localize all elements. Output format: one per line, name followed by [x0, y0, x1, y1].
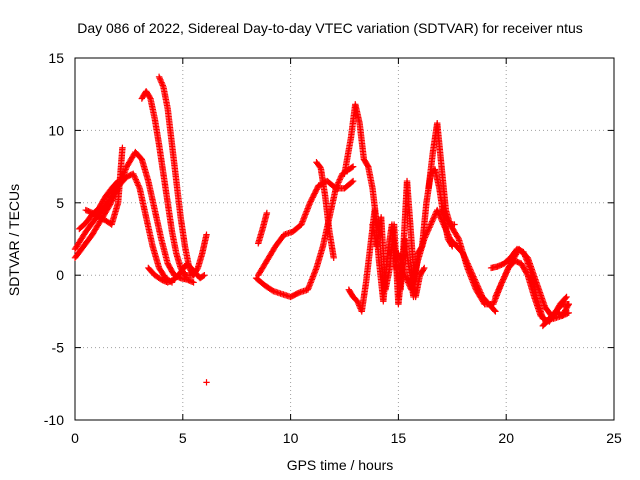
y-tick-labels: 15 10 5 0 -5 -10: [44, 50, 64, 428]
data-point: [336, 176, 343, 183]
y-tick-label: -5: [52, 340, 65, 356]
series-track-11: [313, 159, 337, 262]
data-point: [130, 172, 138, 179]
data-point: [348, 164, 356, 171]
y-tick-label: -10: [44, 412, 64, 428]
data-point: [158, 79, 165, 86]
data-point: [135, 182, 142, 189]
data-point: [133, 177, 140, 185]
data-point: [330, 254, 337, 262]
y-axis-label: SDTVAR / TECUs: [6, 184, 22, 296]
series-track-10: [255, 177, 357, 279]
x-tick-label: 25: [606, 430, 622, 446]
series-track-12: [341, 101, 381, 228]
series-track-9: [252, 163, 357, 301]
data-point: [159, 82, 166, 89]
series-track-4: [76, 177, 122, 233]
data-point: [114, 177, 122, 185]
y-tick-label: 5: [56, 195, 64, 211]
data-point: [158, 80, 166, 88]
x-axis-label: GPS time / hours: [287, 457, 394, 473]
data-point: [131, 174, 139, 182]
data-point: [354, 298, 361, 305]
data-point: [203, 379, 210, 386]
data-point: [132, 176, 139, 183]
data-point: [130, 170, 137, 178]
data-point: [134, 180, 141, 188]
data-point: [157, 76, 164, 83]
data-point: [156, 75, 163, 82]
data-point: [364, 162, 371, 169]
data-point: [146, 94, 153, 101]
x-tick-label: 5: [179, 430, 187, 446]
data-point: [335, 179, 342, 186]
series-track-8: [255, 209, 271, 247]
data-point: [133, 179, 141, 186]
data-point: [337, 173, 345, 180]
series-track-13: [345, 166, 456, 315]
data-point: [348, 178, 356, 186]
x-tick-label: 0: [71, 430, 79, 446]
x-tick-labels: 0 5 10 15 20 25: [71, 430, 622, 446]
plot-frame: [74, 57, 615, 421]
data-point: [190, 279, 197, 286]
axis-ticks: [74, 57, 615, 421]
x-tick-label: 15: [391, 430, 407, 446]
data-point: [349, 177, 357, 185]
series-outlier: [203, 379, 210, 386]
data-point: [113, 178, 121, 186]
data-points: [71, 73, 572, 386]
series-track-7: [145, 260, 208, 286]
data-point: [203, 231, 210, 238]
data-point: [155, 73, 163, 81]
data-point: [135, 183, 143, 191]
y-tick-label: 15: [48, 50, 64, 66]
data-point: [263, 209, 271, 217]
data-point: [349, 163, 357, 170]
x-tick-label: 10: [283, 430, 299, 446]
data-point: [200, 272, 207, 280]
y-tick-label: 10: [48, 122, 64, 138]
series-track-3: [82, 144, 126, 228]
data-point: [335, 177, 343, 185]
data-point: [157, 77, 165, 85]
y-tick-label: 0: [56, 267, 64, 283]
data-point: [337, 174, 344, 182]
data-point: [119, 144, 126, 151]
data-point: [131, 173, 138, 180]
x-tick-label: 20: [498, 430, 514, 446]
data-point: [201, 272, 208, 279]
chart-title: Day 086 of 2022, Sidereal Day-to-day VTE…: [77, 20, 583, 36]
